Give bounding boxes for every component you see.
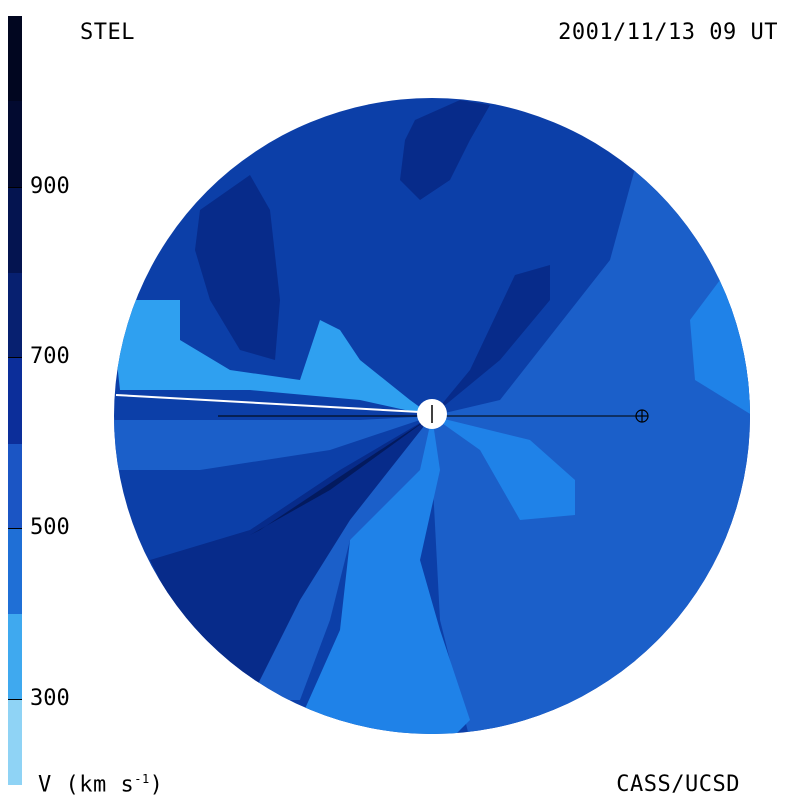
contour-left-light	[114, 300, 432, 416]
colorbar-segment	[8, 186, 22, 273]
sightline	[115, 394, 421, 413]
contour-bottom-mid	[240, 416, 432, 700]
colorbar-segment	[8, 272, 22, 359]
colorbar-tick	[8, 698, 22, 700]
quantity-label: V (km s-1)	[38, 772, 164, 798]
contour-bottom	[300, 416, 470, 734]
contour-upper-mid-dark	[432, 265, 550, 416]
contour-right	[430, 130, 750, 734]
colorbar-tick-label: 700	[30, 344, 70, 370]
contour-right-light	[432, 416, 575, 520]
velocity-colorbar	[8, 16, 22, 785]
earth-icon	[635, 409, 649, 423]
colorbar-segment	[8, 101, 22, 188]
sun-icon	[417, 399, 447, 429]
colorbar-segment	[8, 357, 22, 444]
colorbar-tick	[8, 186, 22, 188]
colorbar-tick-label: 500	[30, 515, 70, 540]
contour-top-dark	[400, 100, 490, 200]
colorbar-segment	[8, 442, 22, 529]
contour-left-mid	[114, 416, 432, 470]
colorbar-tick	[8, 357, 22, 359]
contour-lower-left-dark	[150, 416, 432, 700]
credit-label: CASS/UCSD	[616, 772, 740, 797]
colorbar-tick-label: 900	[30, 173, 70, 199]
colorbar-segment	[8, 16, 22, 102]
colorbar-tick-label: 300	[30, 685, 70, 711]
contour-upper-left-dark	[195, 175, 280, 360]
datetime-label: 2001/11/13 09 UT	[558, 20, 778, 45]
colorbar-segment	[8, 613, 22, 700]
colorbar-segment	[8, 528, 22, 615]
colorbar-tick	[8, 528, 22, 529]
observer-label: STEL	[80, 20, 135, 45]
colorbar-segment	[8, 698, 22, 785]
